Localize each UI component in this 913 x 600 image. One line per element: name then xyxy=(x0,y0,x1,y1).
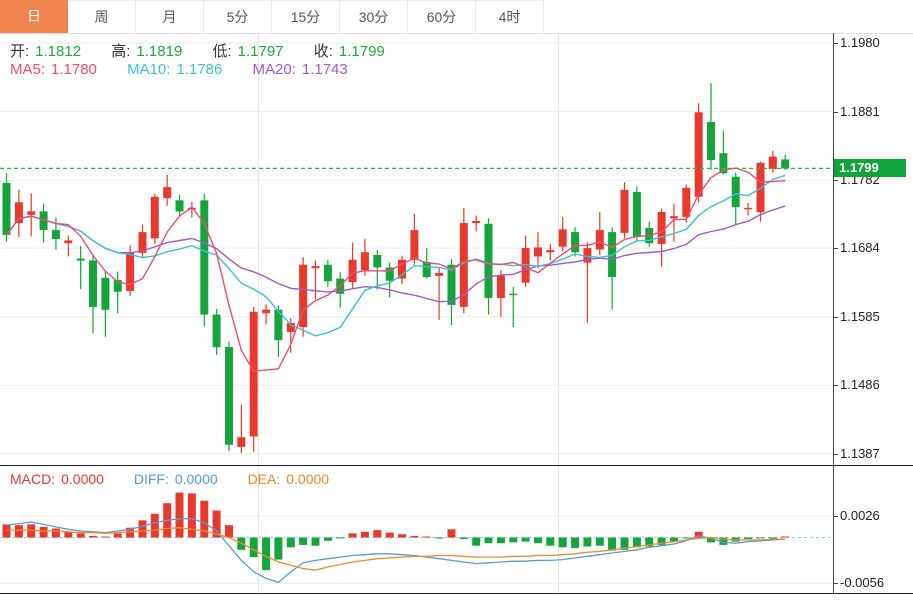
price-tick xyxy=(833,43,838,44)
tab-60min[interactable]: 60分 xyxy=(408,0,476,33)
ohlc-readout: 开: 1.1812 高: 1.1819 低: 1.1797 收: 1.1799 xyxy=(10,40,391,61)
bottom-border xyxy=(0,593,913,594)
diff-label: DIFF: xyxy=(133,471,169,487)
panel-divider xyxy=(0,465,913,466)
open-value: 1.1812 xyxy=(35,43,82,60)
tab-15min[interactable]: 15分 xyxy=(272,0,340,33)
macd-tick-label: 0.0026 xyxy=(840,508,880,523)
diff-value: 0.0000 xyxy=(174,471,218,487)
macd-tick-label: -0.0056 xyxy=(840,575,885,590)
macd-chart-canvas[interactable] xyxy=(0,466,833,598)
period-tabbar: 日周月 5分 15分 30分 60分 4时 xyxy=(0,0,913,34)
tab-5min[interactable]: 5分 xyxy=(204,0,272,33)
macd-label: MACD: xyxy=(10,471,56,487)
low-label: 低: xyxy=(212,43,232,60)
close-value: 1.1799 xyxy=(338,43,385,60)
main-chart-canvas[interactable] xyxy=(0,33,833,470)
high-value: 1.1819 xyxy=(136,43,183,60)
price-tick xyxy=(833,385,838,386)
ma-readout: MA5: 1.1780 MA10: 1.1786 MA20: 1.1743 xyxy=(10,61,354,78)
macd-tick xyxy=(833,583,838,584)
ma5-value: 1.1780 xyxy=(51,61,97,78)
ma10-label: MA10: xyxy=(127,61,171,78)
low-value: 1.1797 xyxy=(237,43,284,60)
price-tick-label: 1.1684 xyxy=(840,240,880,255)
dea-value: 0.0000 xyxy=(286,471,330,487)
price-tick xyxy=(833,454,838,455)
tab-day[interactable]: 日 xyxy=(0,0,68,33)
price-tick-label: 1.1486 xyxy=(840,377,880,392)
ma20-value: 1.1743 xyxy=(301,61,348,78)
high-label: 高: xyxy=(111,43,131,60)
dea-label: DEA: xyxy=(247,471,281,487)
ma10-value: 1.1786 xyxy=(176,61,223,78)
tab-30min[interactable]: 30分 xyxy=(340,0,408,33)
tab-month[interactable]: 月 xyxy=(136,0,204,33)
price-tick-label: 1.1881 xyxy=(840,104,880,119)
macd-readout: MACD: 0.0000 DIFF: 0.0000 DEA: 0.0000 xyxy=(10,471,335,487)
price-tick xyxy=(833,180,838,181)
price-tick xyxy=(833,317,838,318)
last-price-badge: 1.1799 xyxy=(834,159,906,177)
axis-line xyxy=(833,33,834,593)
macd-value: 0.0000 xyxy=(61,471,104,487)
tab-4hour[interactable]: 4时 xyxy=(476,0,544,33)
price-tick-label: 1.1585 xyxy=(840,309,880,324)
open-label: 开: xyxy=(10,43,30,60)
price-tick-label: 1.1980 xyxy=(840,35,880,50)
price-tick-label: 1.1387 xyxy=(840,446,880,461)
price-tick xyxy=(833,112,838,113)
ma20-label: MA20: xyxy=(252,61,296,78)
close-label: 收: xyxy=(313,43,333,60)
price-tick xyxy=(833,248,838,249)
macd-tick xyxy=(833,516,838,517)
ma5-label: MA5: xyxy=(10,61,46,78)
tab-week[interactable]: 周 xyxy=(68,0,136,33)
